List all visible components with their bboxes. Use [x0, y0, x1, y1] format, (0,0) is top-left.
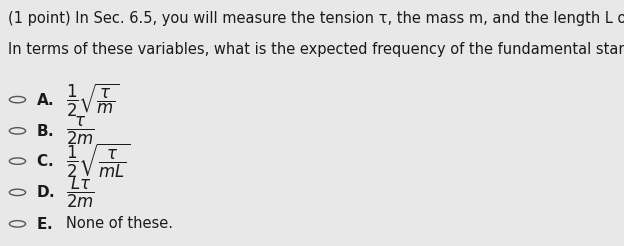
- Text: $\dfrac{L\tau}{2m}$: $\dfrac{L\tau}{2m}$: [66, 175, 94, 210]
- Text: $\dfrac{\tau}{2m}$: $\dfrac{\tau}{2m}$: [66, 115, 94, 147]
- Text: (1 point) In Sec. 6.5, you will measure the tension τ, the mass m, and the lengt: (1 point) In Sec. 6.5, you will measure …: [8, 11, 624, 26]
- Text: $\dfrac{1}{2}\sqrt{\dfrac{\tau}{mL}}$: $\dfrac{1}{2}\sqrt{\dfrac{\tau}{mL}}$: [66, 142, 130, 180]
- Text: $\mathbf{B.}$: $\mathbf{B.}$: [36, 123, 54, 139]
- Text: $\mathbf{A.}$: $\mathbf{A.}$: [36, 92, 54, 108]
- Text: $\dfrac{1}{2}\sqrt{\dfrac{\tau}{m}}$: $\dfrac{1}{2}\sqrt{\dfrac{\tau}{m}}$: [66, 81, 119, 118]
- Text: In terms of these variables, what is the expected frequency of the fundamental s: In terms of these variables, what is the…: [8, 42, 624, 57]
- Text: None of these.: None of these.: [66, 216, 172, 231]
- Text: $\mathbf{C.}$: $\mathbf{C.}$: [36, 153, 54, 169]
- Text: $\mathbf{D.}$: $\mathbf{D.}$: [36, 184, 55, 200]
- Text: $\mathbf{E.}$: $\mathbf{E.}$: [36, 216, 53, 232]
